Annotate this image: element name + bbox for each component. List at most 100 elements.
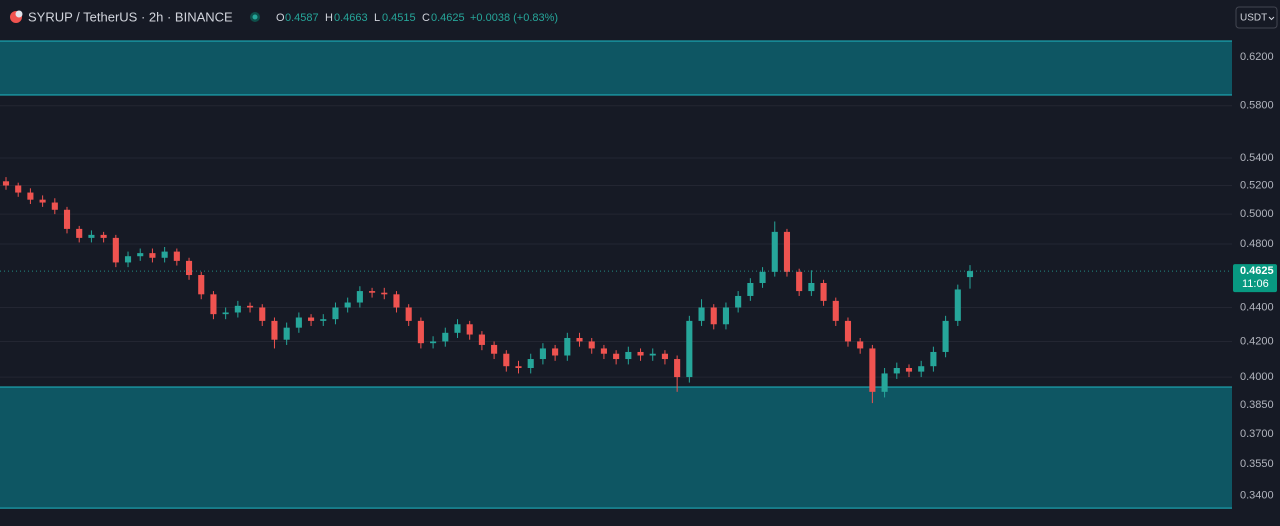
candle-body [857,341,864,349]
ohlc-label: L [374,12,380,24]
status-dot [252,14,258,20]
candle-body [442,332,449,342]
candle-body [844,320,852,342]
ohlc-label: C [422,12,430,24]
y-tick-label: 0.3850 [1240,399,1274,411]
candle-body [625,351,632,360]
candle-body [527,359,534,369]
candle-body [173,251,180,261]
y-tick-label: 0.3550 [1240,458,1274,470]
candle-body [478,334,485,345]
candle-body [149,253,156,258]
price-axis [1232,0,1280,526]
candle-body [27,192,34,200]
candle-body [832,300,839,321]
candle-body [381,292,388,295]
candle-body [661,353,668,360]
y-tick-label: 0.3700 [1240,428,1274,440]
last-price-badge [1233,264,1277,293]
candle-body [600,348,607,354]
candle-body [112,237,119,263]
candle-body [234,305,241,313]
currency-button[interactable] [1235,6,1278,29]
candle-body [820,283,827,301]
y-tick-label: 0.4400 [1240,301,1274,313]
candle-body [747,283,754,296]
candle-body [259,307,266,321]
zone [0,387,1232,509]
last-price-label: 0.4625 [1240,265,1274,277]
candle-body [295,317,302,328]
candle-body [564,337,571,356]
change: +0.0038 (+0.83%) [470,12,558,24]
candle-body [808,283,815,292]
candle-body [466,324,473,335]
candle-body [210,294,217,315]
candle-body [942,320,949,352]
y-tick-label: 0.6200 [1240,51,1274,63]
candle-body [88,234,95,238]
candle-body [161,251,168,258]
symbol-title[interactable]: SYRUP / TetherUS · 2h · BINANCE [28,9,233,24]
zones [0,40,1232,509]
candle-body [124,256,132,263]
candle-body [137,253,144,257]
candle-body [491,344,498,354]
y-tick-label: 0.5200 [1240,179,1274,191]
candle-body [417,320,424,344]
candle-body [2,181,10,186]
candle-body [759,271,766,284]
y-tick-label: 0.5400 [1240,152,1274,164]
candle-body [344,302,351,308]
zone [0,40,1232,96]
candle-body [649,353,656,356]
candle-body [308,317,315,321]
ohlc-value: 0.4625 [431,12,465,24]
candle-body [454,324,461,333]
currency-label: USDT [1240,13,1267,24]
candle-body [51,202,58,210]
y-tick-label: 0.5800 [1240,100,1274,112]
candle-body [393,294,400,308]
candle-body [271,320,278,340]
y-tick-label: 0.4000 [1240,371,1274,383]
candle-body [576,337,583,342]
candle-body [869,348,876,392]
candle-body [356,291,363,303]
candle-body [430,341,437,344]
axis-labels: 0.6200 0.5800 0.5400 0.5200 0.5000 0.4800 0.44… [1233,51,1277,502]
candle-body [405,307,412,321]
ohlc-label: O [276,12,285,24]
candle-body [881,373,888,392]
y-tick-label: 0.4200 [1240,335,1274,347]
candle-body [783,231,791,272]
candle-body [320,319,327,321]
candle-body [722,307,729,325]
candle-body [198,275,205,295]
candle-body [893,368,900,374]
candle-body [613,353,620,360]
candle-body [771,231,778,272]
candle-body [637,351,644,356]
y-tick-label: 0.4800 [1240,238,1274,250]
candle-body [905,368,913,372]
candle-body [503,353,510,367]
candle-body [247,305,254,308]
candle-body [735,295,742,308]
candle-body [686,320,693,378]
candle-body [930,351,937,367]
candle-body [918,366,925,372]
candle-body [185,260,193,276]
candle-body [283,327,290,340]
candle-body [222,312,229,315]
symbol-icon-dot [15,10,23,18]
candle-body [552,348,559,356]
candle-body [954,289,961,321]
countdown-label: 11:06 [1242,278,1269,290]
y-tick-label: 0.3400 [1240,490,1274,502]
currency-caret [1268,16,1275,21]
candle-body [966,271,974,278]
candle-body [39,199,46,203]
